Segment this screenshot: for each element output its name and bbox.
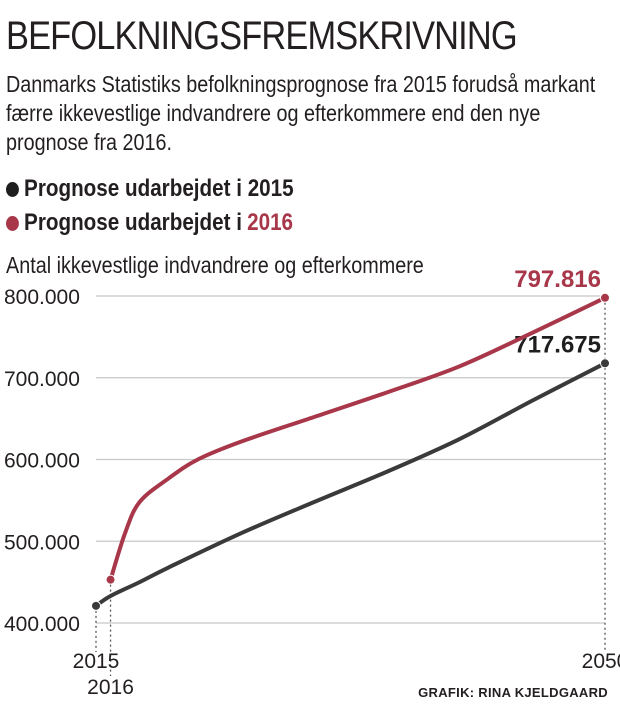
y-tick-label: 800.000 [4,286,80,309]
legend-label-2016: Prognose udarbejdet i [24,209,242,236]
legend-item-2016: Prognose udarbejdet i 2016 [6,206,294,240]
start-point-2015 [91,600,101,611]
end-point-2016 [600,292,610,303]
y-tick-label: 600.000 [4,450,80,473]
page-title: BEFOLKNINGSFREMSKRIVNING [6,14,518,58]
legend-label-2015: Prognose udarbejdet i 2015 [24,175,294,202]
legend-dot-2016 [6,215,19,231]
x-tick-label-2015: 2015 [73,650,120,673]
subtitle: Danmarks Statistiks befolkningsprognose … [6,71,596,155]
series-line-2015 [94,361,607,608]
end-point-2015 [600,358,610,369]
y-tick-label: 700.000 [4,368,80,391]
y-tick-label: 500.000 [4,531,80,554]
legend: Prognose udarbejdet i 2015 Prognose udar… [6,172,294,240]
x-tick-label-2016: 2016 [87,676,134,699]
x-tick-label-2050: 2050 [582,650,620,673]
legend-item-2015: Prognose udarbejdet i 2015 [6,172,294,206]
y-axis-label: Antal ikkevestlige indvandrere og efterk… [6,252,424,278]
end-value-label-2016: 797.816 [514,266,601,293]
legend-label-2016-year: 2016 [247,209,294,236]
series-line-2016 [108,295,607,582]
credit: GRAFIK: RINA KJELDGAARD [418,685,608,700]
legend-dot-2015 [6,181,19,197]
y-tick-label: 400.000 [4,613,80,636]
start-point-2016 [105,574,116,585]
